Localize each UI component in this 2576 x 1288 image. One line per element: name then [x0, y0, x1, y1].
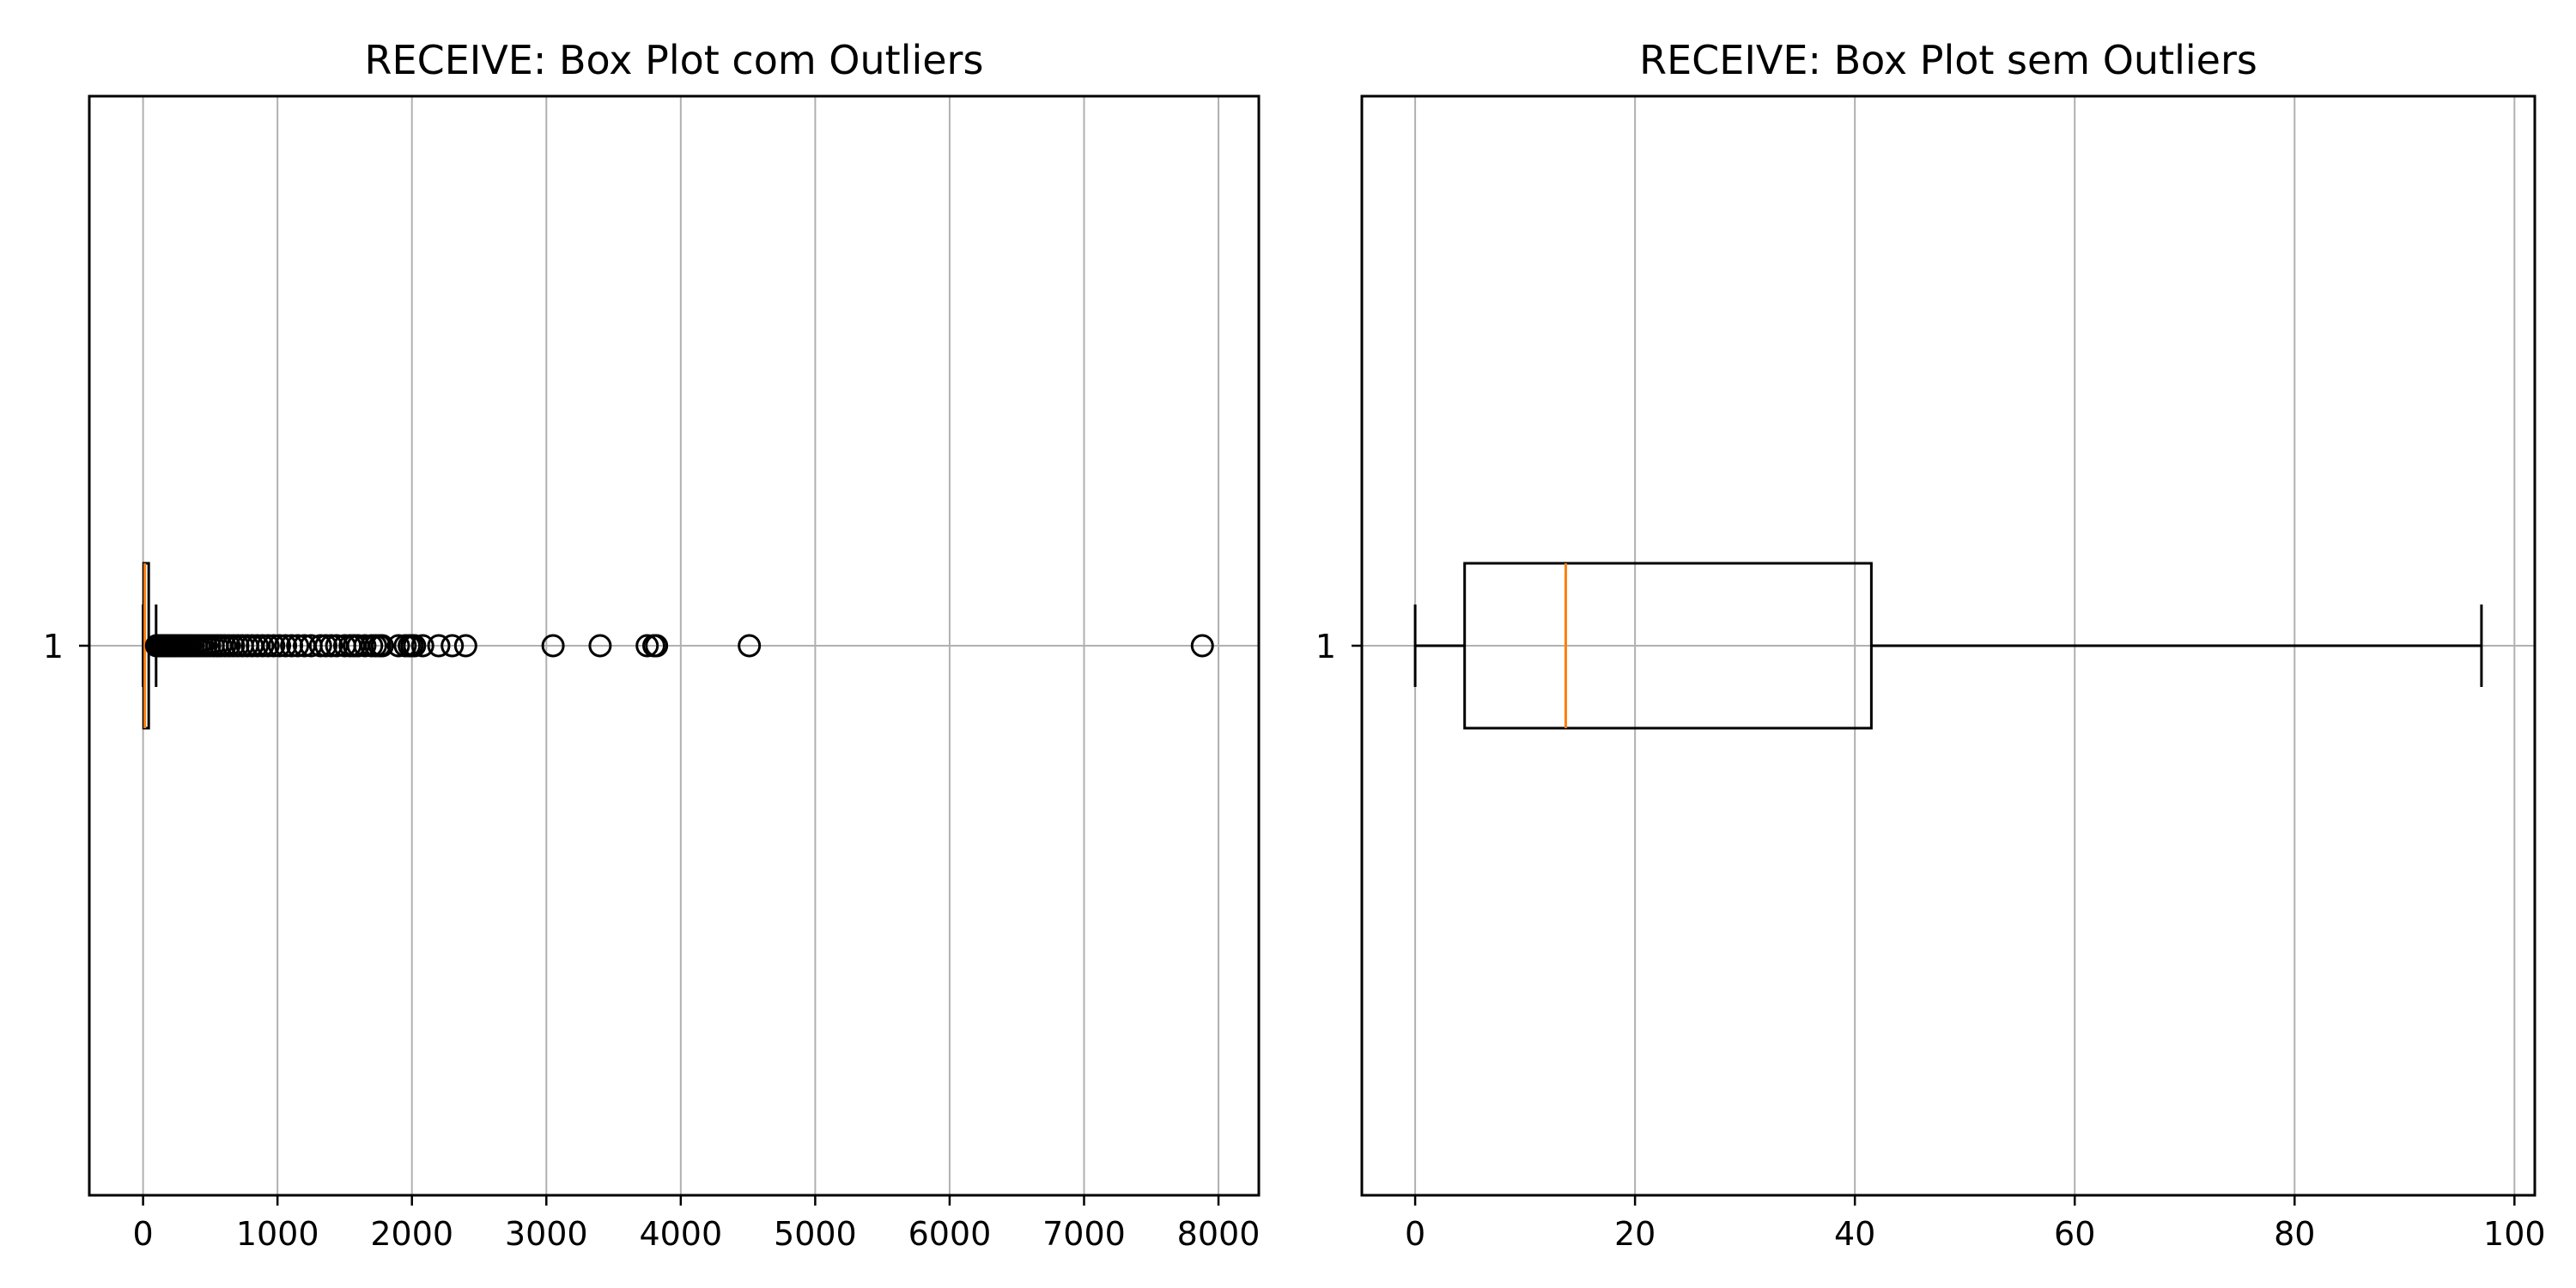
y-tick-label: 1: [1315, 628, 1336, 665]
outlier-point: [427, 634, 451, 658]
outlier-point: [353, 634, 377, 658]
outlier-point: [308, 634, 332, 658]
outlier-point: [440, 634, 465, 658]
y-tick-label: 1: [43, 628, 64, 665]
outlier-point: [319, 634, 343, 658]
x-tick-label: 8000: [1177, 1215, 1261, 1253]
outlier-point: [645, 634, 669, 658]
x-tick-label: 20: [1614, 1215, 1656, 1253]
x-tick-label: 0: [133, 1215, 154, 1253]
box: [1463, 562, 1873, 730]
outlier-point: [262, 634, 286, 658]
outlier-point: [410, 634, 434, 658]
x-tick-label: 3000: [505, 1215, 588, 1253]
x-tick-label: 7000: [1042, 1215, 1126, 1253]
x-tick-label: 4000: [639, 1215, 722, 1253]
x-tick-label: 2000: [370, 1215, 453, 1253]
x-tick-label: 6000: [908, 1215, 992, 1253]
outlier-point: [588, 634, 612, 658]
outlier-point: [635, 634, 659, 658]
outlier-point: [541, 634, 565, 658]
x-tick-label: 0: [1405, 1215, 1425, 1253]
outlier-point: [386, 634, 410, 658]
x-tick-label: 80: [2274, 1215, 2315, 1253]
outlier-point: [370, 634, 394, 658]
chart-title: RECEIVE: Box Plot com Outliers: [365, 37, 984, 83]
x-tick-label: 40: [1834, 1215, 1875, 1253]
chart-with-outliers: 0 1000 2000 3000 4000 5000 6000 7000 8000 1 RECEIV…: [43, 37, 1261, 1253]
outlier-point: [1190, 634, 1214, 658]
outlier-point: [268, 634, 292, 658]
outlier-point: [274, 634, 298, 658]
x-tick-label: 5000: [774, 1215, 857, 1253]
outlier-point: [738, 634, 762, 658]
outlier-point: [314, 634, 338, 658]
chart-title: RECEIVE: Box Plot sem Outliers: [1639, 37, 2257, 83]
outlier-point: [251, 634, 275, 658]
outlier-point: [403, 634, 427, 658]
x-tick-label: 1000: [236, 1215, 319, 1253]
x-tick-label: 100: [2483, 1215, 2546, 1253]
outlier-point: [246, 634, 270, 658]
outlier-point: [256, 634, 280, 658]
x-tick-label: 60: [2054, 1215, 2095, 1253]
chart-without-outliers: 0 20 40 60 80 100 1 RECEIVE: Box Plot sem Outli…: [1315, 37, 2546, 1253]
outlier-point: [286, 634, 310, 658]
outlier-point: [453, 634, 477, 658]
